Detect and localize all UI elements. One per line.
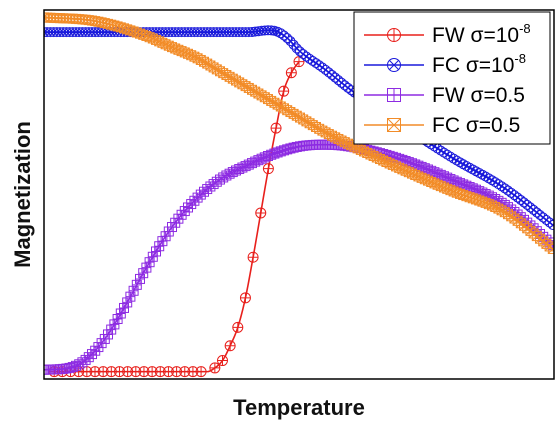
series-1-point-30 — [285, 67, 297, 79]
legend-marker-1 — [387, 28, 401, 42]
series-2-point-148 — [509, 190, 520, 201]
legend: FW σ=10-8 FC σ=10-8 FW σ=0.5 FC σ=0.5 — [353, 11, 551, 145]
series-1-point-26 — [255, 207, 267, 219]
series-2-point-83 — [301, 51, 312, 62]
series-1-point-19 — [195, 366, 207, 378]
legend-label-3: FW σ=0.5 — [432, 84, 525, 107]
series-2-point-128 — [445, 151, 456, 162]
series-1-point-25 — [247, 251, 259, 263]
legend-marker-3 — [387, 88, 401, 102]
series-2-point-146 — [503, 185, 513, 196]
series-1-point-24 — [239, 292, 251, 304]
series-2-point-144 — [496, 181, 507, 192]
series-3-point-36 — [151, 246, 161, 257]
series-3-point-34 — [144, 257, 155, 268]
series-1-point-22 — [224, 340, 236, 352]
legend-entry-4: FC σ=0.5 — [364, 114, 520, 137]
series-2-point-126 — [439, 147, 449, 158]
series-3-point-33 — [141, 262, 152, 273]
series-2-point-127 — [442, 149, 453, 160]
legend-entry-2: FC σ=10-8 — [364, 51, 526, 77]
series-2-point-87 — [314, 60, 325, 71]
series-3-point-32 — [138, 268, 149, 279]
series-3-point-28 — [125, 291, 136, 302]
series-3-point-25 — [115, 308, 126, 319]
series-3-point-29 — [128, 285, 139, 296]
series-2-point-160 — [547, 219, 554, 230]
series-3-point-37 — [154, 241, 165, 252]
series-3 — [44, 139, 554, 375]
series-3-point-24 — [112, 314, 123, 325]
series-1-point-20 — [209, 362, 221, 374]
legend-entry-3: FW σ=0.5 — [364, 84, 525, 107]
series-3-point-31 — [135, 273, 145, 284]
series-2-point-86 — [311, 58, 321, 69]
series-2-point-145 — [499, 183, 510, 194]
legend-marker-4 — [387, 118, 401, 132]
series-2-point-147 — [506, 187, 517, 198]
series-2-point-125 — [435, 145, 446, 156]
series-2-point-96 — [343, 82, 353, 93]
series-3-line — [44, 143, 554, 371]
legend-marker-2 — [387, 58, 401, 72]
legend-label-1: FW σ=10-8 — [432, 21, 531, 47]
legend-box — [353, 11, 551, 145]
y-axis-title: Magnetization — [10, 121, 35, 268]
series-3-point-23 — [109, 319, 120, 330]
series-3-point-26 — [119, 302, 129, 313]
series-2-point-65 — [243, 27, 254, 38]
series-1-point-29 — [278, 85, 290, 97]
series-3-point-27 — [122, 297, 133, 308]
series-1-point-28 — [270, 122, 282, 134]
series-3-point-35 — [147, 251, 158, 262]
series-1-point-31 — [293, 56, 305, 68]
series-2-point-124 — [432, 143, 443, 154]
x-axis-title: Temperature — [233, 395, 365, 420]
series-2-point-143 — [493, 179, 504, 190]
series-2-point-85 — [307, 55, 318, 66]
legend-label-4: FC σ=0.5 — [432, 114, 520, 137]
series-1-point-23 — [232, 321, 244, 333]
series-1-point-27 — [262, 163, 274, 175]
series-2-point-84 — [304, 53, 315, 64]
series-3-point-30 — [131, 279, 142, 290]
legend-label-2: FC σ=10-8 — [432, 51, 526, 77]
plot-frame — [43, 9, 555, 380]
series-1-point-21 — [217, 355, 228, 367]
series-4-point-160 — [547, 243, 554, 254]
legend-entry-1: FW σ=10-8 — [364, 21, 531, 47]
series-3-point-22 — [106, 324, 117, 335]
series-4-point-150 — [515, 218, 526, 229]
series-4 — [44, 12, 554, 254]
series-2-point-88 — [317, 62, 328, 73]
series-2-point-142 — [490, 177, 501, 188]
